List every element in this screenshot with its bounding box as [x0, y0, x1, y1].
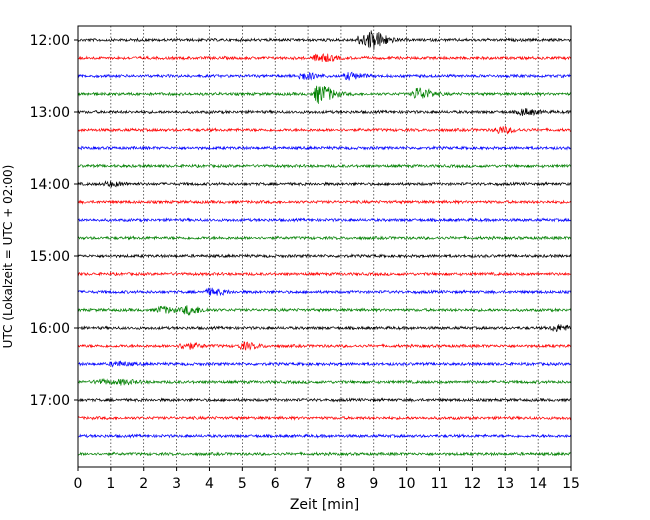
trace-1245	[77, 85, 571, 104]
trace-lines	[77, 30, 572, 457]
trace-1415	[77, 199, 572, 205]
trace-1615	[77, 341, 572, 351]
x-tick-label: 8	[336, 476, 345, 492]
trace-1315	[77, 125, 571, 135]
x-tick-label: 5	[238, 476, 247, 492]
trace-1530	[77, 287, 572, 297]
y-axis-ticks: 12:00 13:00 14:00 15:00 16:00 17:00	[30, 33, 78, 409]
trace-1515	[77, 271, 571, 277]
trace-1700	[77, 397, 572, 403]
trace-1345	[77, 163, 571, 169]
x-tick-label: 9	[369, 476, 378, 492]
trace-1300	[77, 108, 572, 117]
trace-1545	[77, 305, 572, 316]
x-tick-label: 11	[431, 476, 449, 492]
trace-1500	[77, 253, 572, 259]
x-tick-label: 2	[139, 476, 148, 492]
trace-1745	[77, 451, 571, 457]
x-tick-label: 14	[529, 476, 547, 492]
x-axis-ticks: 0 1 2 3 4 5 6 7 8 9 10 11 12 13 14 15	[74, 467, 580, 492]
trace-1445	[77, 235, 572, 241]
x-tick-label: 7	[304, 476, 313, 492]
y-tick-label: 17:00	[30, 393, 70, 409]
x-tick-label: 13	[496, 476, 514, 492]
grid-lines	[110, 26, 539, 467]
trace-1330	[77, 145, 572, 151]
x-tick-label: 1	[106, 476, 115, 492]
trace-1400	[77, 180, 572, 188]
x-tick-label: 12	[463, 476, 481, 492]
y-tick-label: 14:00	[30, 177, 70, 193]
trace-1200	[77, 30, 571, 50]
trace-1230	[77, 71, 571, 81]
x-tick-label: 10	[398, 476, 416, 492]
x-tick-label: 0	[74, 476, 83, 492]
x-axis-label: Zeit [min]	[290, 497, 359, 513]
trace-1430	[77, 217, 572, 223]
x-tick-label: 4	[205, 476, 214, 492]
y-axis-label: UTC (Lokalzeit = UTC + 02:00)	[1, 165, 15, 349]
trace-1215	[77, 53, 572, 63]
plot-frame	[77, 25, 572, 468]
x-tick-label: 3	[172, 476, 181, 492]
trace-1630	[77, 360, 571, 368]
trace-1715	[77, 415, 572, 421]
trace-1645	[77, 377, 572, 386]
trace-1730	[77, 433, 572, 439]
y-tick-label: 15:00	[30, 249, 70, 265]
y-tick-label: 16:00	[30, 321, 70, 337]
x-tick-label: 6	[271, 476, 280, 492]
y-tick-label: 12:00	[30, 33, 70, 49]
y-tick-label: 13:00	[30, 105, 70, 121]
x-tick-label: 15	[562, 476, 580, 492]
trace-1600	[77, 324, 572, 333]
